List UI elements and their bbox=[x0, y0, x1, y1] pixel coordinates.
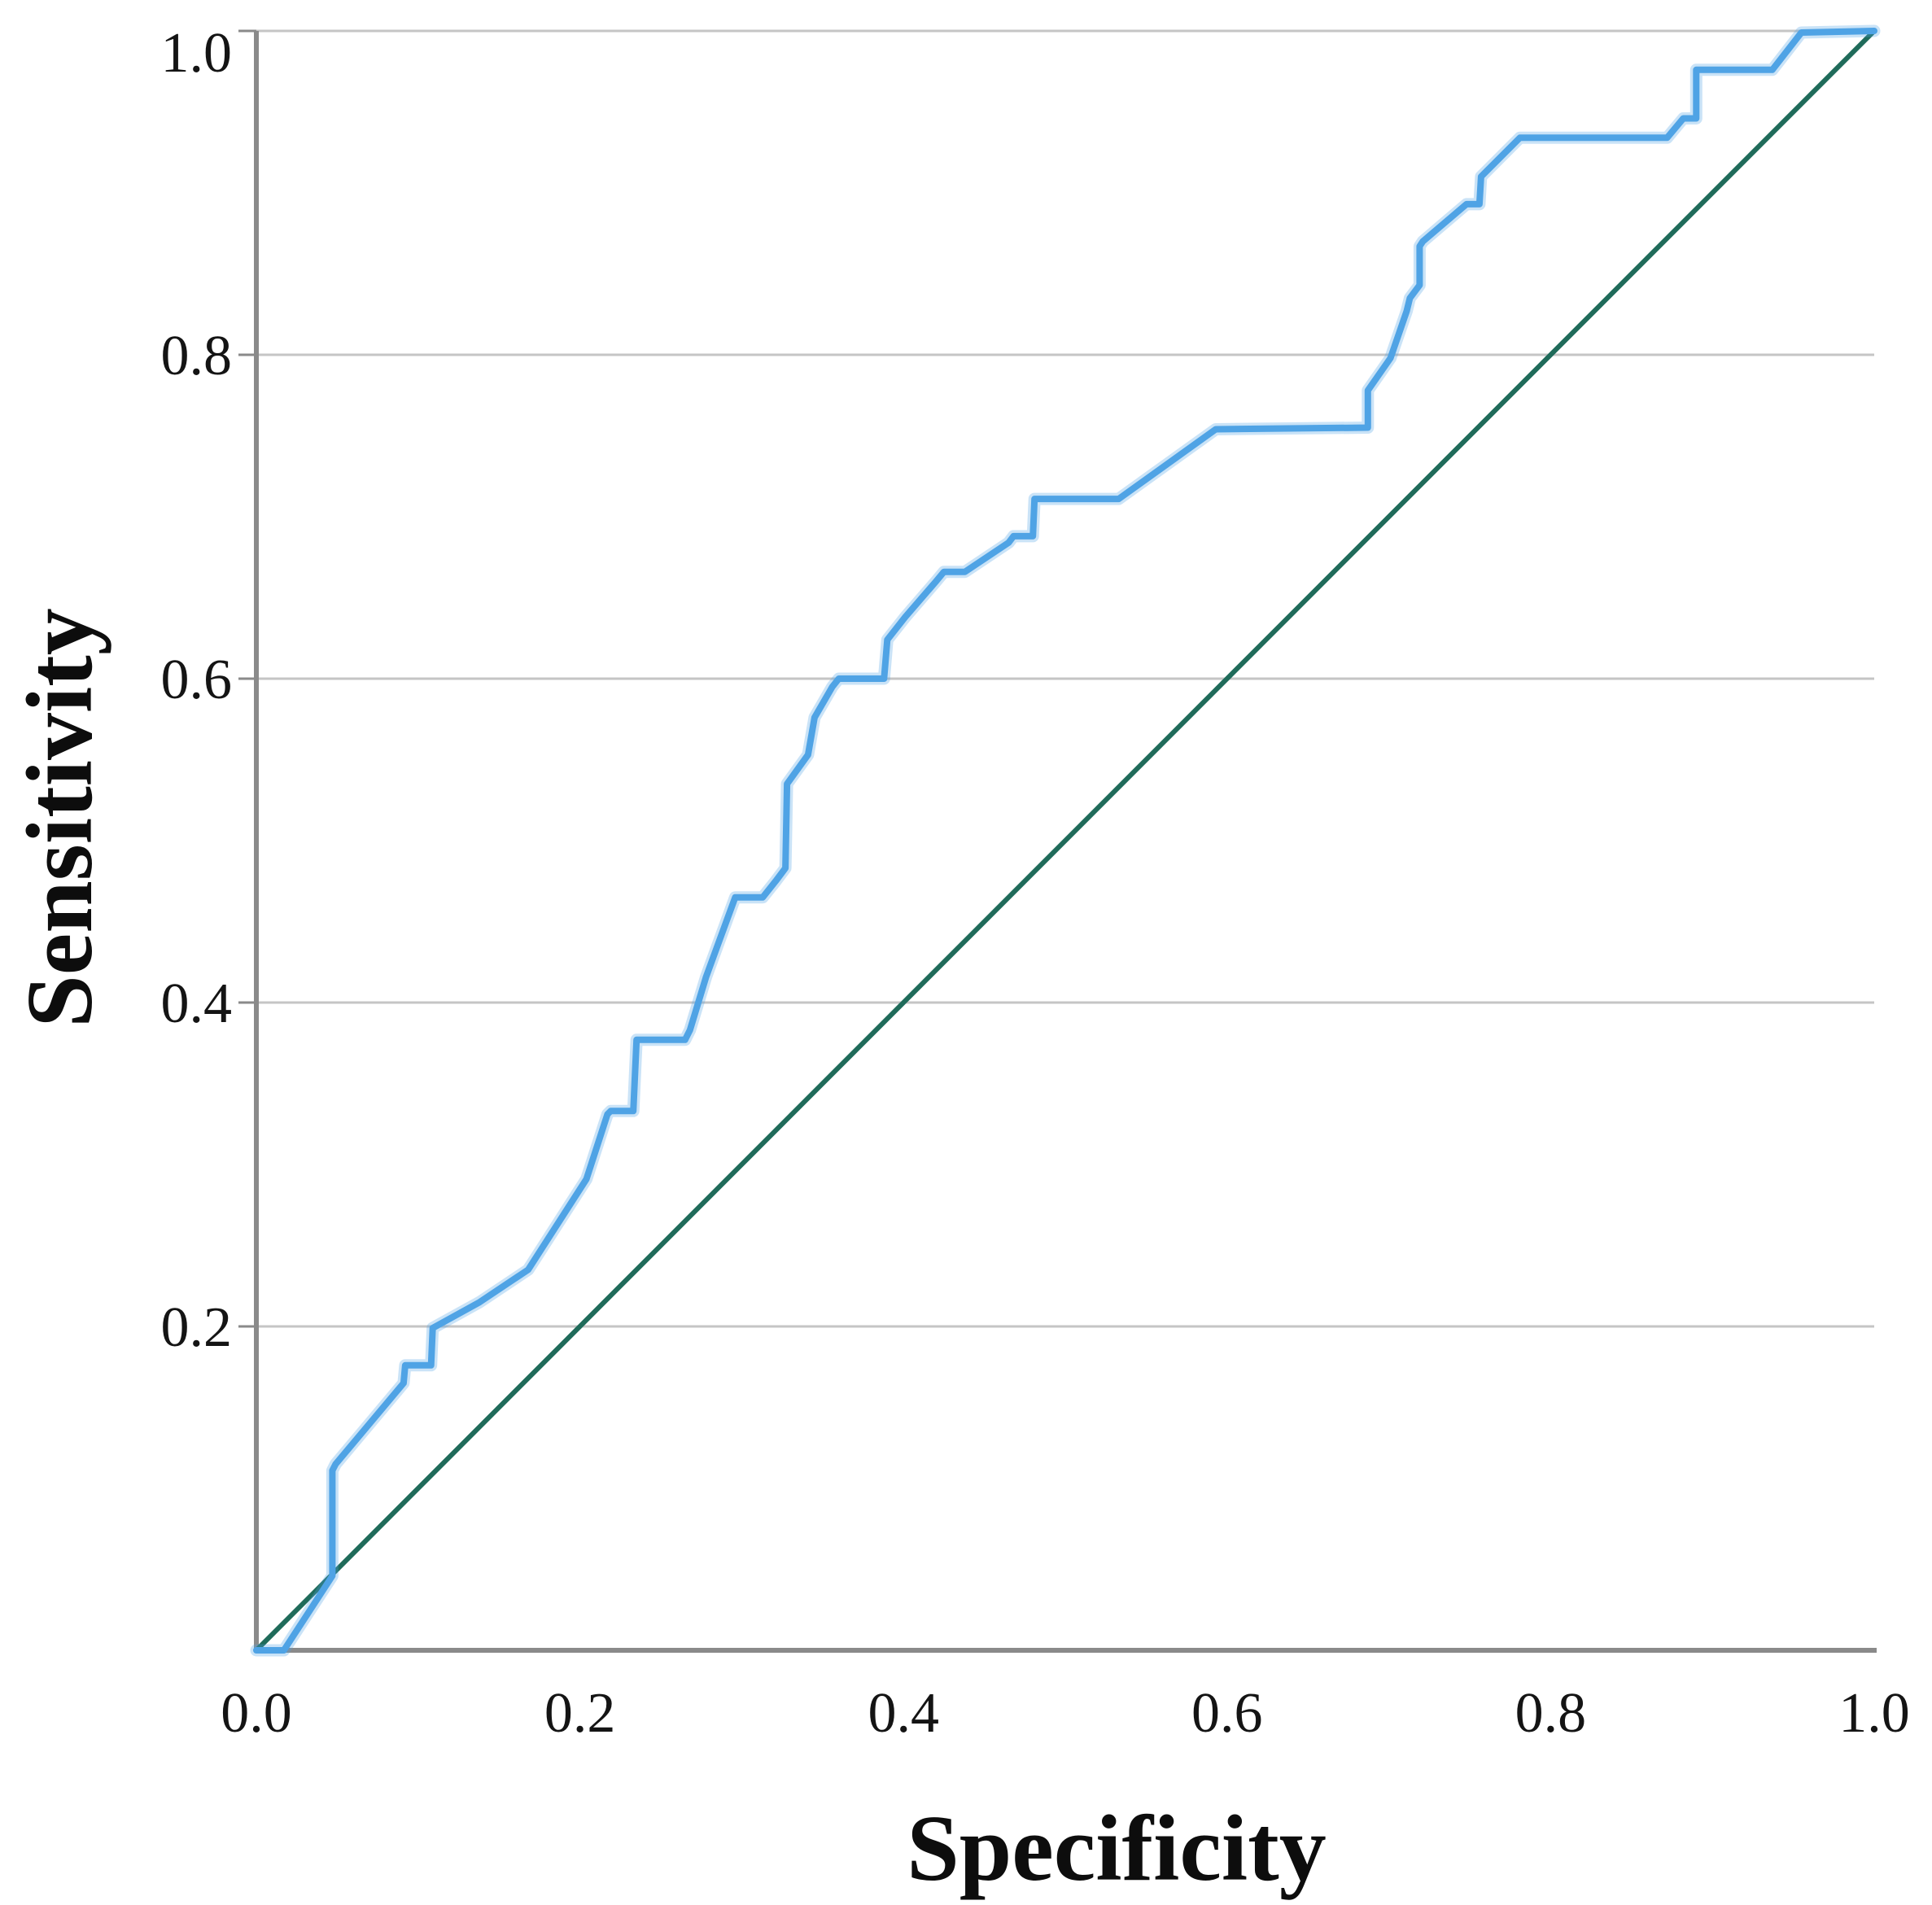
x-tick-label: 0.2 bbox=[544, 1682, 616, 1745]
reference-diagonal-line bbox=[254, 28, 1877, 1653]
roc-curve-line bbox=[253, 28, 1877, 1654]
x-tick-label: 0.6 bbox=[1191, 1682, 1263, 1745]
y-tick-label: 1.0 bbox=[161, 22, 233, 85]
y-tick-label: 0.2 bbox=[161, 1296, 233, 1359]
y-axis-title: Sensitivity bbox=[8, 608, 112, 1028]
axes-group bbox=[254, 31, 1877, 1653]
x-tick-label: 0.8 bbox=[1515, 1682, 1587, 1745]
x-tick-label: 0.4 bbox=[868, 1682, 939, 1745]
y-tick-marks-group bbox=[238, 29, 256, 1328]
y-tick-label: 0.8 bbox=[161, 325, 233, 387]
x-tick-label: 1.0 bbox=[1838, 1682, 1910, 1745]
series-group bbox=[250, 24, 1881, 1657]
gridlines-group bbox=[256, 29, 1874, 1328]
x-axis-title: Specificity bbox=[907, 1797, 1326, 1901]
y-tick-label: 0.6 bbox=[161, 649, 233, 711]
tick-labels-group: 0.0 0.2 0.4 0.6 0.8 1.0 0.2 0.4 0.6 0.8 1.0 bbox=[161, 22, 1910, 1745]
x-tick-label: 0.0 bbox=[221, 1682, 292, 1745]
y-tick-label: 0.4 bbox=[161, 972, 233, 1035]
